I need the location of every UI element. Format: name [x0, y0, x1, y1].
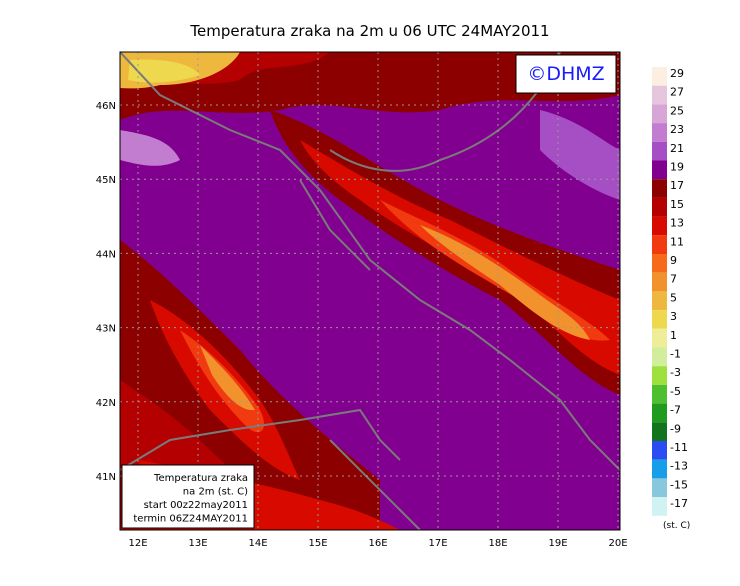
colorbar-swatch — [652, 441, 667, 460]
lon-label: 12E — [128, 538, 147, 549]
colorbar-swatch — [652, 347, 667, 367]
colorbar-swatch — [652, 291, 667, 311]
colorbar-label: -11 — [670, 441, 688, 454]
colorbar-label: 5 — [670, 291, 677, 304]
colorbar-label: -17 — [670, 497, 688, 510]
colorbar-swatch — [652, 179, 667, 198]
colorbar-swatch — [652, 497, 667, 516]
lon-label: 15E — [308, 538, 327, 549]
colorbar-swatch — [652, 254, 667, 273]
lon-label: 19E — [548, 538, 567, 549]
colorbar-swatch — [652, 272, 667, 292]
lon-label: 17E — [428, 538, 447, 549]
colorbar-swatch — [652, 85, 667, 105]
logo-box — [515, 54, 617, 94]
info-line: start 00z22may2011 — [144, 500, 248, 511]
colorbar-label: 3 — [670, 310, 677, 323]
colorbar-unit: (st. C) — [663, 521, 690, 531]
colorbar-label: -1 — [670, 348, 681, 361]
info-line: na 2m (st. C) — [183, 487, 248, 498]
info-text: Temperatura zraka na 2m (st. C) start 00z2… — [133, 473, 248, 525]
lon-label: 16E — [368, 538, 387, 549]
colorbar-label: -9 — [670, 422, 681, 435]
logo: ©DHMZ — [527, 63, 604, 85]
colorbar-swatch — [652, 328, 667, 348]
colorbar-label: -7 — [670, 404, 681, 417]
colorbar-swatch — [652, 422, 667, 441]
colorbar-label: 11 — [670, 235, 684, 248]
info-line: termin 06Z24MAY2011 — [133, 514, 248, 525]
colorbar-swatch — [652, 123, 667, 142]
colorbar: 29 27 25 23 21 19 17 15 13 11 9 7 5 3 1 -1 -3 -5 -7 -9 -11 -1… — [652, 67, 690, 531]
plot-frame — [119, 51, 621, 531]
info-box — [121, 464, 255, 529]
colorbar-label: 29 — [670, 67, 684, 80]
colorbar-label: -3 — [670, 366, 681, 379]
colorbar-swatch — [652, 384, 667, 404]
info-line: Temperatura zraka — [153, 473, 248, 484]
colorbar-label: 9 — [670, 254, 677, 267]
colorbar-swatch — [652, 366, 667, 385]
colorbar-swatch — [652, 478, 667, 498]
colorbar-swatch — [652, 197, 667, 217]
temperature-field — [120, 52, 620, 530]
lon-label: 18E — [488, 538, 507, 549]
lon-label: 14E — [248, 538, 267, 549]
lat-label: 44N — [96, 249, 116, 260]
colorbar-label: 1 — [670, 329, 677, 342]
colorbar-label: -5 — [670, 385, 681, 398]
lon-label: 20E — [608, 538, 627, 549]
colorbar-swatch — [652, 67, 667, 86]
colorbar-swatch — [652, 459, 667, 479]
colorbar-swatch — [652, 104, 667, 124]
colorbar-label: 23 — [670, 123, 684, 136]
colorbar-label: 19 — [670, 161, 684, 174]
lat-label: 45N — [96, 175, 116, 186]
colorbar-label: 17 — [670, 179, 684, 192]
colorbar-label: 15 — [670, 198, 684, 211]
colorbar-label: 7 — [670, 273, 677, 286]
colorbar-swatch — [652, 235, 667, 254]
colorbar-swatch — [652, 310, 667, 329]
lat-label: 42N — [96, 398, 116, 409]
lat-label: 41N — [96, 472, 116, 483]
colorbar-label: 25 — [670, 104, 684, 117]
lat-label: 43N — [96, 324, 116, 335]
colorbar-swatch — [652, 403, 667, 423]
graticule: 46N 45N 44N 43N 42N 41N 12E 13E 14E 15E 16E 17E 18E 1… — [96, 52, 628, 549]
colorbar-label: -15 — [670, 478, 688, 491]
colorbar-swatch — [652, 141, 667, 161]
colorbar-label: 13 — [670, 217, 684, 230]
colorbar-label: 21 — [670, 142, 684, 155]
colorbar-swatch — [652, 216, 667, 236]
lon-label: 13E — [188, 538, 207, 549]
colorbar-label: 27 — [670, 86, 684, 99]
lat-label: 46N — [96, 101, 116, 112]
colorbar-swatch — [652, 160, 667, 180]
colorbar-label: -13 — [670, 460, 688, 473]
map-title: Temperatura zraka na 2m u 06 UTC 24MAY20… — [189, 22, 549, 40]
